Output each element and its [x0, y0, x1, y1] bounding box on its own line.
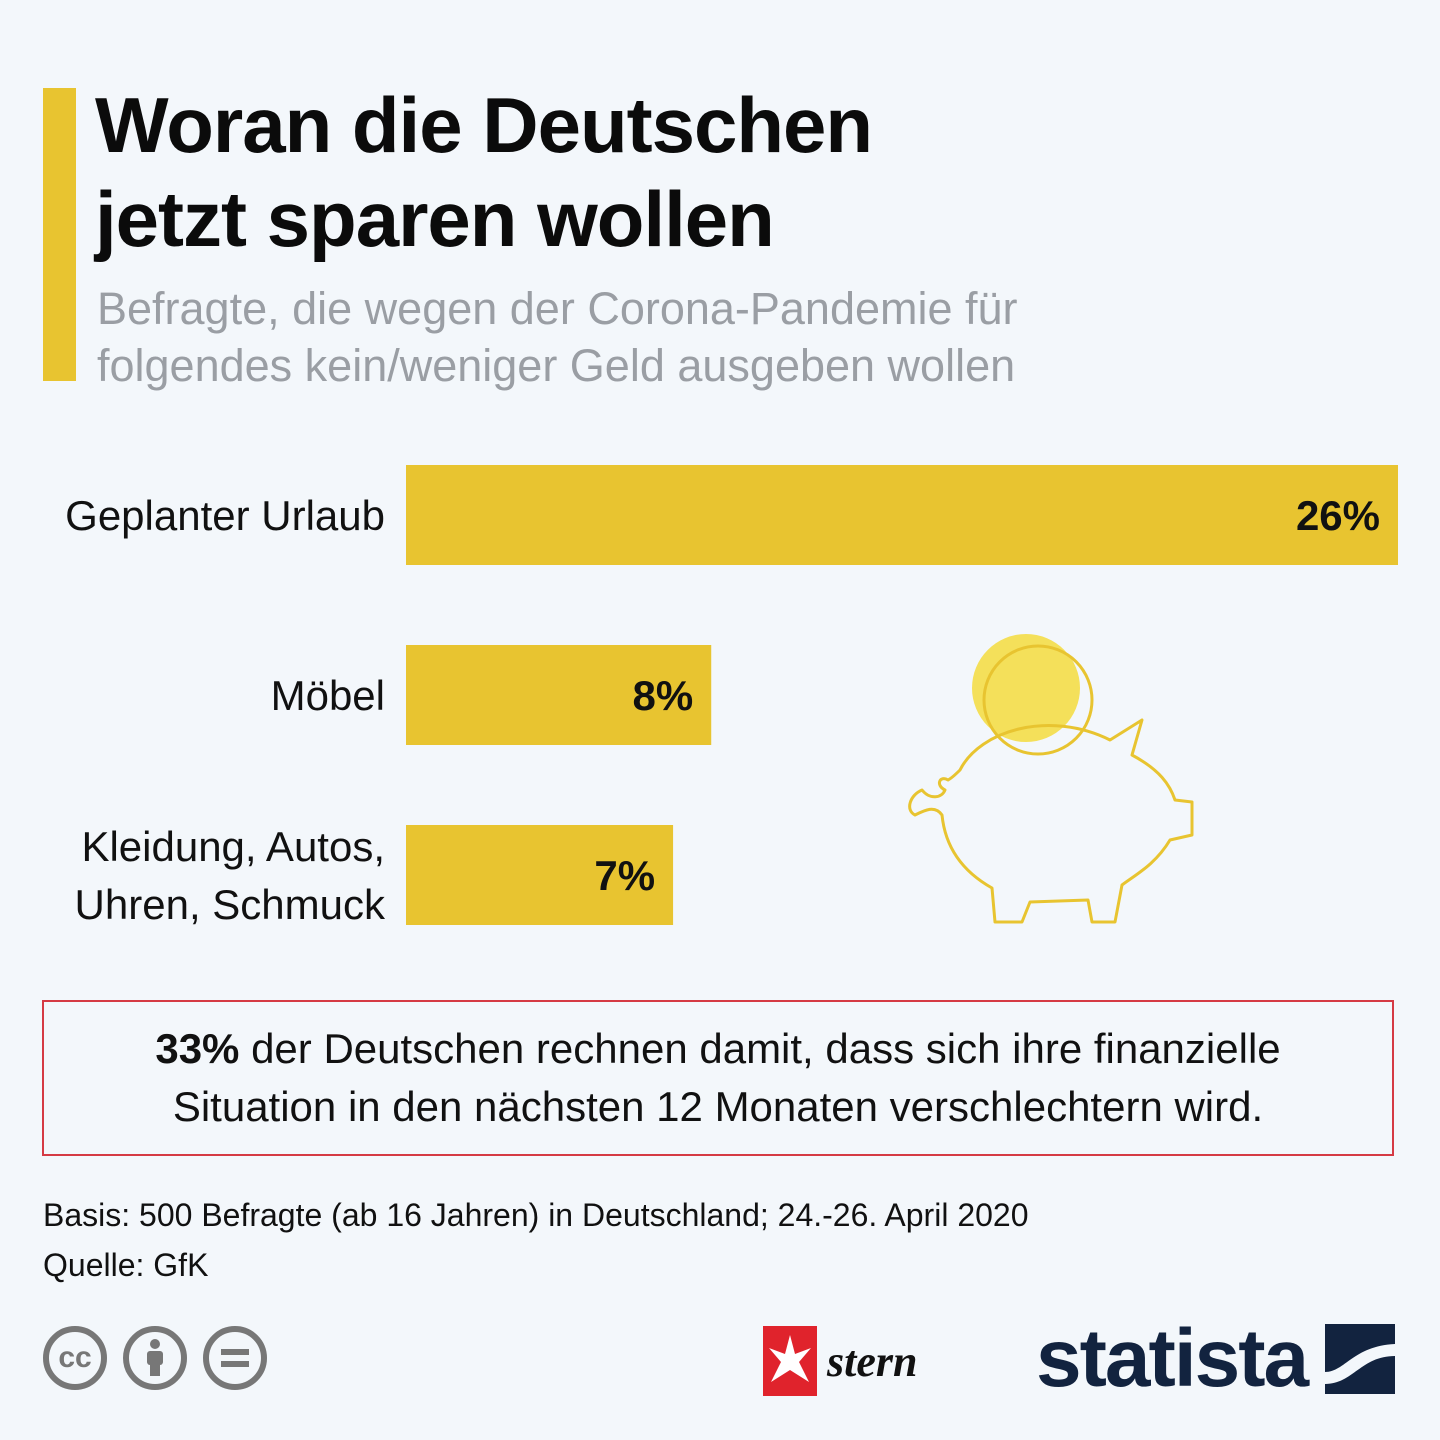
- chart-title: Woran die Deutschen jetzt sparen wollen: [95, 81, 873, 263]
- stern-wordmark: stern: [827, 1336, 918, 1386]
- title-accent-bar: [43, 88, 76, 381]
- stern-logo[interactable]: stern: [763, 1326, 917, 1396]
- category-label-2: Kleidung, Autos, Uhren, Schmuck: [75, 823, 386, 928]
- stern-star-icon: [763, 1326, 817, 1396]
- callout-text: 33% der Deutschen rechnen damit, dass si…: [118, 1020, 1318, 1136]
- bar-chart: 26% Geplanter Urlaub 8% Möbel 7% Kleidung, Au…: [65, 465, 1398, 928]
- license-icons: cc: [43, 1326, 267, 1390]
- basis-note: Basis: 500 Befragte (ab 16 Jahren) in De…: [43, 1197, 1029, 1233]
- bar-value-label-1: 8%: [633, 672, 694, 719]
- callout-box: 33% der Deutschen rechnen damit, dass si…: [42, 1000, 1394, 1156]
- source-notes: Basis: 500 Befragte (ab 16 Jahren) in De…: [43, 1190, 1029, 1290]
- no-derivatives-icon[interactable]: [203, 1326, 267, 1390]
- category-label-0: Geplanter Urlaub: [65, 492, 385, 539]
- statista-wordmark: statista: [1036, 1313, 1309, 1404]
- category-label-1: Möbel: [271, 672, 385, 719]
- attribution-icon[interactable]: [123, 1326, 187, 1390]
- bar-2: [406, 825, 674, 925]
- callout-highlight: 33%: [155, 1025, 240, 1072]
- bar-0: [406, 465, 1398, 565]
- chart-subtitle: Befragte, die wegen der Corona-Pandemie …: [97, 283, 1018, 391]
- statista-logo[interactable]: statista: [1036, 1312, 1396, 1406]
- bar-value-label-0: 26%: [1296, 492, 1380, 539]
- source-note: Quelle: GfK: [43, 1247, 209, 1283]
- callout-body: der Deutschen rechnen damit, dass sich i…: [172, 1025, 1281, 1130]
- bar-value-label-2: 7%: [594, 852, 655, 899]
- creative-commons-icon[interactable]: cc: [43, 1326, 107, 1390]
- bar-1: [406, 645, 712, 745]
- piggy-bank-icon: [908, 634, 1194, 924]
- statista-mark-icon: [1325, 1324, 1396, 1394]
